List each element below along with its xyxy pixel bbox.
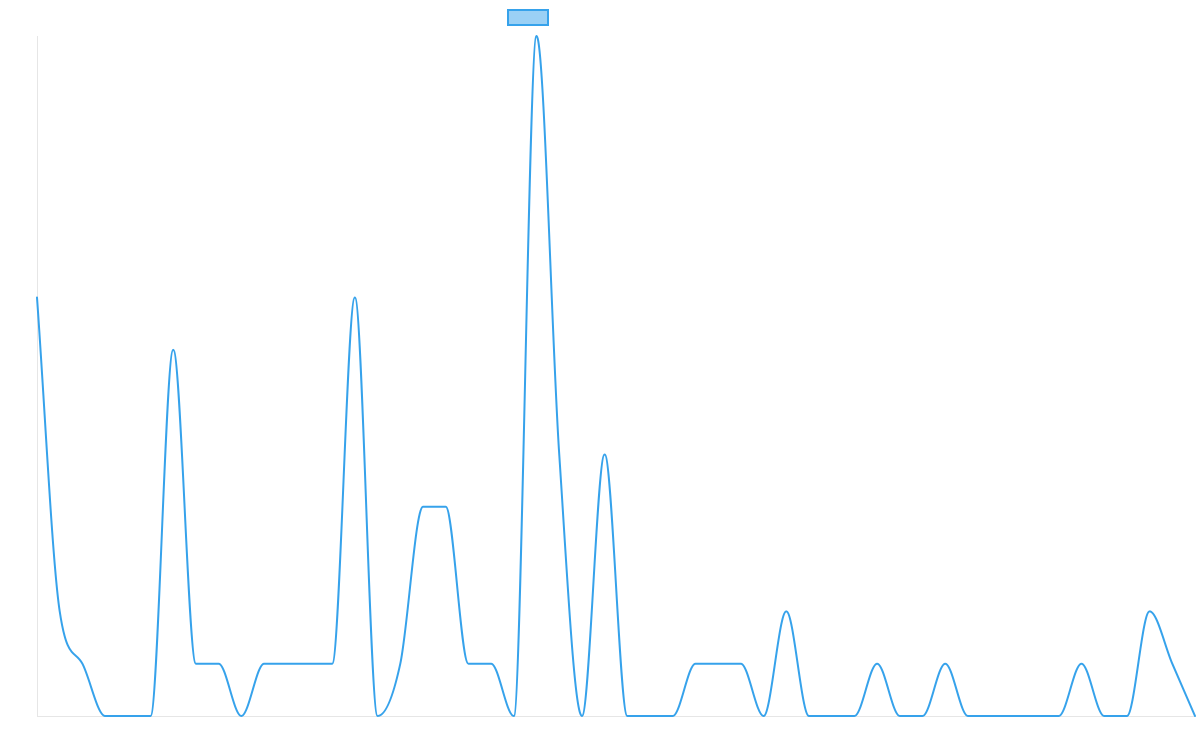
data-point[interactable]	[488, 661, 494, 667]
data-point[interactable]	[1192, 713, 1198, 719]
data-point[interactable]	[738, 661, 744, 667]
data-point[interactable]	[34, 295, 40, 301]
data-point[interactable]	[1147, 608, 1153, 614]
data-point[interactable]	[397, 661, 403, 667]
data-point[interactable]	[829, 713, 835, 719]
data-point[interactable]	[534, 33, 540, 39]
data-point[interactable]	[1078, 661, 1084, 667]
data-point[interactable]	[556, 451, 562, 457]
data-point[interactable]	[1101, 713, 1107, 719]
data-point[interactable]	[988, 713, 994, 719]
data-point[interactable]	[1124, 713, 1130, 719]
data-point[interactable]	[874, 661, 880, 667]
data-point[interactable]	[170, 347, 176, 353]
series-line-0	[36, 35, 1196, 717]
data-point[interactable]	[602, 451, 608, 457]
data-point[interactable]	[670, 713, 676, 719]
data-point[interactable]	[761, 713, 767, 719]
data-point[interactable]	[329, 661, 335, 667]
data-point[interactable]	[806, 713, 812, 719]
legend-swatch[interactable]	[507, 9, 549, 26]
data-point[interactable]	[79, 661, 85, 667]
data-point[interactable]	[284, 661, 290, 667]
series-group	[36, 35, 1196, 717]
data-point[interactable]	[783, 608, 789, 614]
data-point[interactable]	[193, 661, 199, 667]
data-point[interactable]	[57, 608, 63, 614]
data-point[interactable]	[261, 661, 267, 667]
data-point[interactable]	[965, 713, 971, 719]
data-point[interactable]	[624, 713, 630, 719]
data-point[interactable]	[148, 713, 154, 719]
data-point[interactable]	[1169, 661, 1175, 667]
data-point[interactable]	[375, 713, 381, 719]
data-point[interactable]	[579, 713, 585, 719]
data-point[interactable]	[851, 713, 857, 719]
points-group	[34, 33, 1198, 719]
data-point[interactable]	[1056, 713, 1062, 719]
data-point[interactable]	[647, 713, 653, 719]
data-point[interactable]	[465, 661, 471, 667]
data-point[interactable]	[352, 295, 358, 301]
data-point[interactable]	[942, 661, 948, 667]
data-point[interactable]	[920, 713, 926, 719]
data-point[interactable]	[125, 713, 131, 719]
legend[interactable]	[507, 9, 549, 26]
data-point[interactable]	[306, 661, 312, 667]
data-point[interactable]	[511, 713, 517, 719]
data-point[interactable]	[1010, 713, 1016, 719]
data-point[interactable]	[420, 504, 426, 510]
data-point[interactable]	[443, 504, 449, 510]
data-point[interactable]	[715, 661, 721, 667]
data-point[interactable]	[238, 713, 244, 719]
data-point[interactable]	[216, 661, 222, 667]
data-point[interactable]	[102, 713, 108, 719]
data-point[interactable]	[897, 713, 903, 719]
data-point[interactable]	[1033, 713, 1039, 719]
data-point[interactable]	[692, 661, 698, 667]
